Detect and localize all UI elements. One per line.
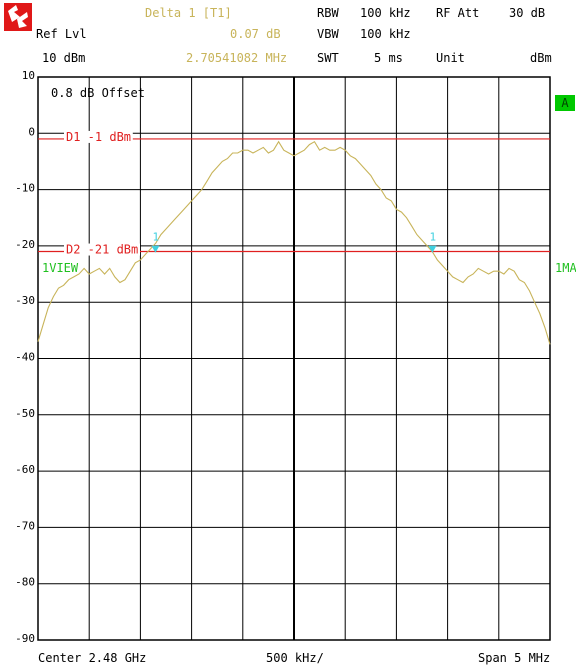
- sweep-time-value: 5 ms: [374, 51, 403, 65]
- marker-number-label: 1: [429, 231, 436, 244]
- marker-triangle-2: [428, 245, 437, 253]
- marker-triangle-1: [151, 245, 160, 253]
- delta-marker-label: Delta 1 [T1]: [145, 6, 232, 20]
- trace-line: [37, 140, 551, 345]
- offset-annotation: 0.8 dB Offset: [51, 86, 145, 100]
- y-tick-label: -20: [15, 238, 35, 251]
- plot-frame: [37, 76, 551, 641]
- center-frequency: Center 2.48 GHz: [38, 651, 147, 665]
- rbw-value: 100 kHz: [360, 6, 411, 20]
- rohde-schwarz-logo: [4, 3, 32, 31]
- frequency-per-division: 500 kHz/: [266, 651, 324, 665]
- display-line-label-d1: D1 -1 dBm: [66, 130, 131, 144]
- display-line-label-bg: [64, 243, 140, 256]
- rbw-label: RBW: [317, 6, 339, 20]
- rf-attenuation-value: 30 dB: [509, 6, 546, 20]
- vbw-label: VBW: [317, 27, 339, 41]
- y-tick-label: -50: [15, 407, 35, 420]
- rf-attenuation-label: RF Att: [436, 6, 480, 20]
- vbw-value: 100 kHz: [360, 27, 411, 41]
- unit-label: Unit: [436, 51, 465, 65]
- marker-number-label: 1: [152, 231, 159, 244]
- y-tick-label: -40: [15, 351, 35, 364]
- y-tick-label: -10: [15, 182, 35, 195]
- trace-a-badge: A: [555, 95, 575, 111]
- ref-level-label: Ref Lvl: [36, 27, 87, 41]
- display-line-label-bg: [64, 130, 133, 143]
- y-tick-label: 10: [22, 69, 35, 82]
- delta-frequency-value: 2.70541082 MHz: [186, 51, 288, 65]
- ref-level-value: 10 dBm: [42, 51, 86, 65]
- frequency-span: Span 5 MHz: [478, 651, 551, 665]
- y-tick-label: 0: [28, 125, 35, 138]
- y-tick-label: -80: [15, 576, 35, 589]
- y-tick-label: -60: [15, 463, 35, 476]
- y-tick-label: -70: [15, 519, 35, 532]
- y-tick-label: -30: [15, 294, 35, 307]
- view-label: 1VIEW: [42, 261, 79, 275]
- delta-level-value: 0.07 dB: [230, 27, 281, 41]
- sweep-time-label: SWT: [317, 51, 339, 65]
- y-tick-label: -90: [15, 632, 35, 645]
- trace-mode-label: 1MA: [555, 261, 576, 275]
- display-line-label-d2: D2 -21 dBm: [66, 243, 138, 257]
- unit-value: dBm: [530, 51, 552, 65]
